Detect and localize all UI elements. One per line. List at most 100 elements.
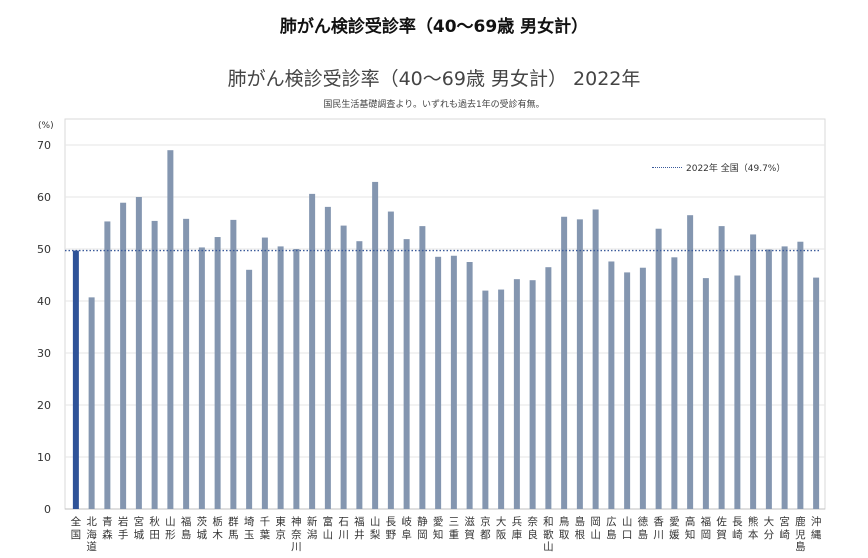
x-tick-label: 全国 bbox=[70, 516, 82, 541]
x-tick-label: 新潟 bbox=[306, 516, 318, 541]
y-tick-label: 10 bbox=[37, 451, 51, 464]
bar-高知 bbox=[687, 215, 694, 509]
x-tick-label: 和歌山 bbox=[543, 516, 554, 553]
bar-長崎 bbox=[734, 275, 741, 509]
bar-青森 bbox=[104, 221, 111, 509]
bar-山口 bbox=[624, 272, 631, 509]
chart-subtitle: 国民生活基礎調査より。いずれも過去1年の受診有無。 bbox=[323, 100, 545, 110]
x-tick-label: 鹿児島 bbox=[795, 516, 806, 553]
x-tick-label: 青森 bbox=[102, 516, 113, 541]
x-tick-label: 山梨 bbox=[369, 516, 381, 541]
bar-福井 bbox=[356, 241, 363, 509]
x-tick-label: 栃木 bbox=[212, 516, 223, 541]
chart-title: 肺がん検診受診率（40～69歳 男女計） 2022年 bbox=[227, 68, 641, 90]
x-tick-label: 大阪 bbox=[495, 516, 507, 541]
x-tick-label: 熊本 bbox=[747, 516, 759, 541]
x-tick-label: 岡山 bbox=[590, 516, 601, 541]
bar-茨城 bbox=[198, 247, 205, 509]
bar-鹿児島 bbox=[797, 241, 804, 509]
y-axis-label: (%) bbox=[38, 121, 54, 131]
bar-秋田 bbox=[151, 220, 158, 510]
x-tick-label: 長野 bbox=[385, 516, 397, 541]
bar-福岡 bbox=[702, 278, 709, 509]
bar-沖縄 bbox=[813, 277, 820, 509]
x-tick-label: 福井 bbox=[354, 516, 365, 541]
x-tick-label: 長崎 bbox=[732, 516, 743, 541]
bar-宮城 bbox=[135, 197, 142, 509]
bar-京都 bbox=[482, 290, 489, 509]
x-tick-label: 宮城 bbox=[133, 516, 145, 541]
bar-愛媛 bbox=[671, 257, 678, 509]
bar-石川 bbox=[340, 225, 347, 509]
x-tick-label: 兵庫 bbox=[511, 516, 523, 541]
x-tick-label: 岩手 bbox=[117, 516, 129, 541]
bar-群馬 bbox=[230, 219, 237, 509]
bar-兵庫 bbox=[513, 279, 520, 509]
bar-奈良 bbox=[529, 280, 536, 509]
bar-鳥取 bbox=[561, 216, 568, 509]
x-tick-label: 富山 bbox=[322, 516, 334, 541]
x-tick-label: 高知 bbox=[684, 516, 696, 541]
bar-福島 bbox=[183, 218, 190, 509]
x-tick-label: 島根 bbox=[574, 516, 586, 541]
bar-佐賀 bbox=[718, 226, 725, 509]
bar-岡山 bbox=[592, 209, 599, 510]
y-tick-label: 20 bbox=[37, 399, 51, 412]
x-tick-label: 東京 bbox=[275, 516, 286, 541]
x-tick-label: 群馬 bbox=[228, 516, 239, 541]
y-tick-label: 50 bbox=[37, 243, 51, 256]
bar-神奈川 bbox=[293, 249, 300, 509]
bar-新潟 bbox=[309, 193, 316, 509]
bar-富山 bbox=[324, 206, 331, 509]
x-tick-label: 岐阜 bbox=[401, 516, 412, 541]
bar-島根 bbox=[576, 219, 583, 510]
bar-山形 bbox=[167, 150, 174, 509]
bar-和歌山 bbox=[545, 267, 552, 509]
x-tick-label: 愛知 bbox=[432, 516, 444, 541]
bar-全国 bbox=[72, 250, 79, 509]
bar-広島 bbox=[608, 261, 615, 509]
x-tick-label: 神奈川 bbox=[291, 516, 302, 553]
bar-静岡 bbox=[419, 226, 426, 509]
x-tick-label: 千葉 bbox=[259, 516, 271, 541]
x-tick-label: 香川 bbox=[653, 516, 664, 541]
x-tick-label: 滋賀 bbox=[464, 516, 475, 541]
x-tick-label: 埼玉 bbox=[243, 516, 255, 541]
bar-東京 bbox=[277, 246, 284, 509]
bar-熊本 bbox=[750, 234, 757, 509]
bar-埼玉 bbox=[246, 269, 253, 509]
bar-長野 bbox=[387, 211, 394, 509]
x-tick-label: 北海道 bbox=[86, 516, 97, 553]
bar-岩手 bbox=[120, 202, 127, 509]
x-tick-label: 山形 bbox=[165, 516, 176, 541]
x-tick-label: 山口 bbox=[621, 516, 633, 541]
y-tick-label: 0 bbox=[44, 503, 51, 516]
page-title: 肺がん検診受診率（40～69歳 男女計） bbox=[279, 17, 589, 37]
plot-area-frame bbox=[64, 118, 826, 510]
x-tick-label: 三重 bbox=[448, 516, 460, 541]
legend: 2022年 全国（49.7%） bbox=[652, 161, 785, 174]
x-tick-label: 奈良 bbox=[527, 516, 538, 541]
x-tick-label: 茨城 bbox=[196, 516, 208, 541]
x-tick-label: 沖縄 bbox=[810, 516, 822, 541]
bar-徳島 bbox=[639, 267, 646, 509]
y-tick-label: 60 bbox=[37, 191, 51, 204]
bar-岐阜 bbox=[403, 239, 410, 509]
x-tick-label: 石川 bbox=[338, 516, 349, 541]
x-tick-label: 広島 bbox=[606, 516, 617, 541]
x-tick-label: 佐賀 bbox=[716, 516, 727, 541]
x-tick-label: 徳島 bbox=[637, 516, 649, 541]
y-tick-label: 40 bbox=[37, 295, 51, 308]
legend-reference-line-swatch bbox=[652, 167, 682, 168]
bar-香川 bbox=[655, 228, 662, 509]
bar-大阪 bbox=[498, 289, 505, 509]
x-tick-label: 京都 bbox=[480, 516, 491, 541]
legend-label: 2022年 全国（49.7%） bbox=[686, 164, 786, 174]
x-tick-label: 鳥取 bbox=[558, 516, 570, 541]
x-tick-label: 宮崎 bbox=[779, 516, 790, 541]
bar-千葉 bbox=[261, 237, 268, 509]
x-tick-label: 愛媛 bbox=[669, 516, 680, 541]
x-tick-label: 福岡 bbox=[700, 516, 712, 541]
bar-山梨 bbox=[372, 181, 379, 510]
